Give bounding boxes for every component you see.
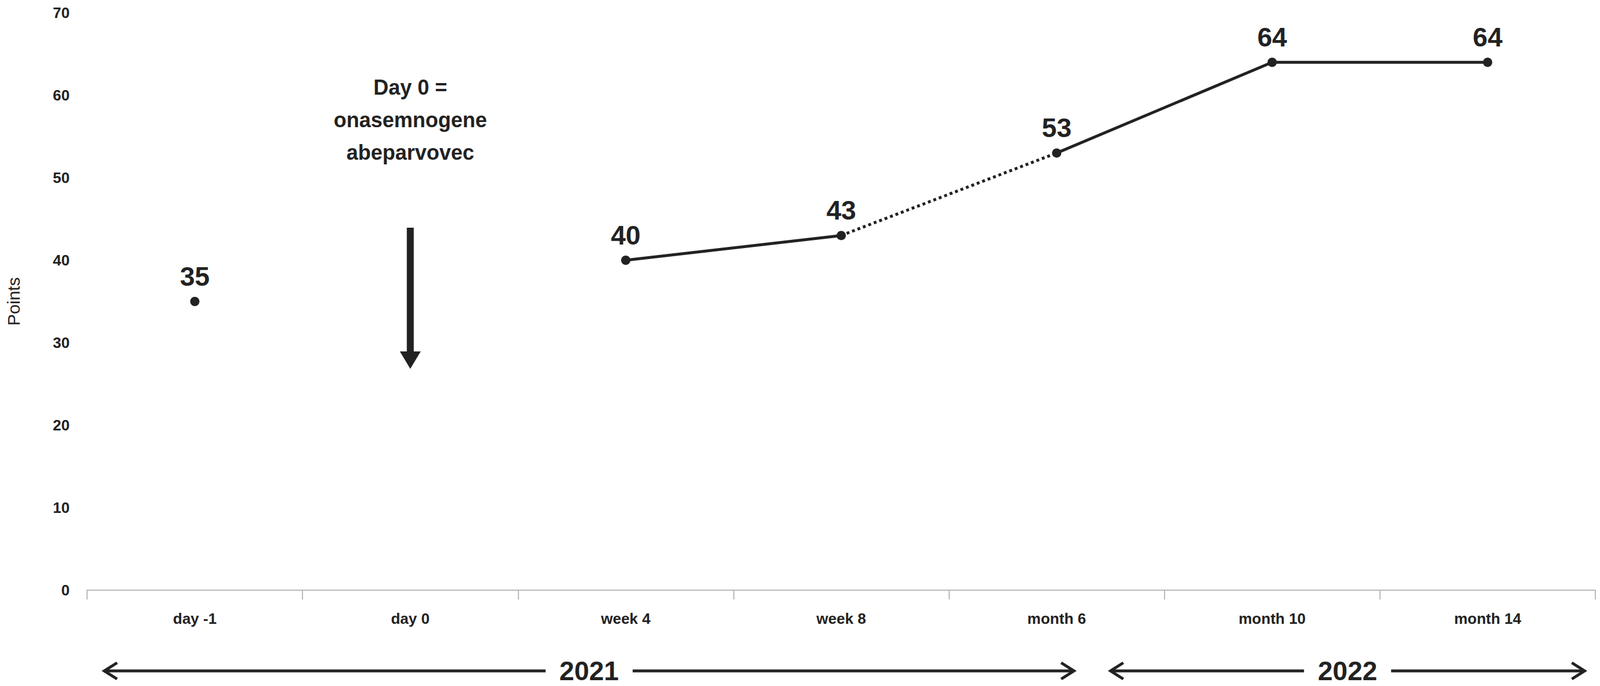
svg-text:20: 20 (52, 416, 70, 434)
svg-text:35: 35 (179, 261, 210, 292)
svg-text:30: 30 (52, 333, 70, 352)
svg-text:Day 0 =: Day 0 = (373, 75, 448, 100)
svg-text:64: 64 (1472, 22, 1504, 53)
svg-text:53: 53 (1042, 112, 1072, 143)
svg-text:50: 50 (52, 168, 70, 187)
svg-text:2021: 2021 (559, 655, 619, 686)
svg-text:month 14: month 14 (1454, 609, 1522, 627)
svg-text:70: 70 (52, 4, 70, 22)
svg-text:60: 60 (52, 86, 70, 104)
svg-text:onasemnogene: onasemnogene (333, 107, 488, 132)
svg-text:week 8: week 8 (815, 609, 866, 627)
svg-text:abeparvovec: abeparvovec (346, 140, 475, 165)
svg-text:month 10: month 10 (1238, 609, 1306, 627)
svg-text:10: 10 (52, 498, 70, 517)
svg-text:64: 64 (1257, 22, 1288, 53)
svg-text:day 0: day 0 (390, 609, 430, 627)
svg-text:40: 40 (610, 220, 641, 251)
svg-text:2022: 2022 (1317, 655, 1378, 686)
svg-text:day -1: day -1 (173, 609, 217, 627)
svg-text:Points: Points (4, 276, 24, 326)
svg-text:month 6: month 6 (1027, 609, 1087, 627)
svg-text:week 4: week 4 (600, 609, 651, 627)
svg-text:43: 43 (826, 195, 856, 226)
svg-text:40: 40 (52, 251, 70, 269)
svg-text:0: 0 (61, 581, 70, 599)
